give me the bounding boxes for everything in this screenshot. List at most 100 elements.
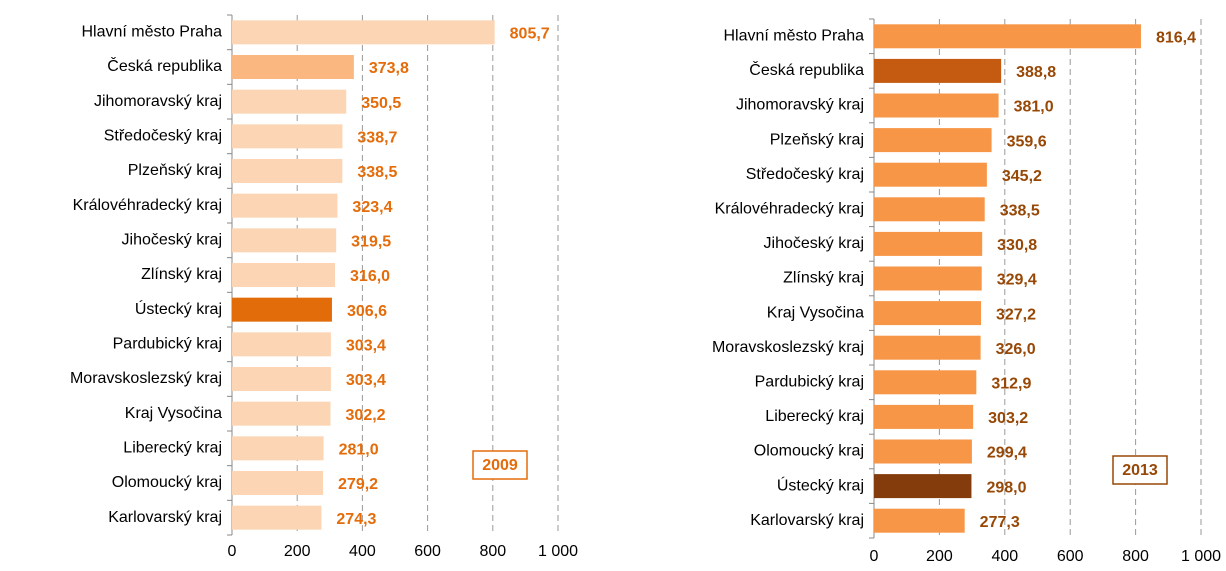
bar — [232, 20, 495, 45]
category-label: Hlavní město Praha — [81, 24, 222, 41]
value-label: 277,3 — [980, 514, 1020, 531]
value-label: 316,0 — [350, 268, 390, 285]
x-tick-label: 0 — [870, 548, 879, 565]
value-label: 326,0 — [996, 341, 1036, 358]
bar — [874, 266, 982, 291]
category-label: Středočeský kraj — [746, 166, 864, 183]
bar — [232, 401, 331, 426]
value-label: 327,2 — [996, 306, 1036, 323]
value-label: 330,8 — [997, 237, 1037, 254]
value-label: 359,6 — [1007, 133, 1047, 150]
bar — [232, 367, 331, 391]
category-label: Ústecký kraj — [777, 475, 864, 494]
category-label: Královéhradecký kraj — [715, 201, 864, 218]
value-label: 323,4 — [352, 199, 392, 216]
bar — [232, 263, 336, 287]
annotation-box — [472, 450, 528, 480]
value-label: 381,0 — [1014, 99, 1054, 116]
bar — [232, 124, 343, 149]
bar — [874, 439, 972, 464]
category-label: Moravskoslezský kraj — [712, 339, 864, 356]
value-label: 338,7 — [357, 130, 397, 147]
value-label: 329,4 — [997, 272, 1037, 289]
category-label: Pardubický kraj — [113, 336, 222, 353]
value-label: 805,7 — [510, 26, 550, 43]
bar — [232, 297, 332, 322]
value-label: 345,2 — [1002, 168, 1042, 185]
category-label: Jihomoravský kraj — [736, 97, 864, 114]
annotation: 2013 — [1122, 462, 1158, 479]
category-label: Olomoucký kraj — [112, 474, 222, 491]
category-label: Česká republika — [749, 60, 864, 79]
bar — [232, 228, 337, 253]
value-label: 298,0 — [986, 479, 1026, 496]
x-tick-label: 400 — [991, 548, 1018, 565]
category-label: Ústecký kraj — [135, 299, 222, 318]
bar — [874, 404, 974, 429]
bar — [232, 505, 322, 530]
bar — [874, 58, 1002, 83]
category-label: Zlínský kraj — [141, 266, 222, 283]
category-label: Plzeňský kraj — [770, 131, 864, 148]
bar — [232, 193, 338, 218]
bar — [232, 159, 343, 183]
x-tick-label: 1 000 — [1181, 548, 1221, 565]
value-label: 274,3 — [336, 511, 376, 528]
category-label: Pardubický kraj — [755, 374, 864, 391]
category-label: Kraj Vysočina — [125, 405, 222, 422]
category-label: Moravskoslezský kraj — [70, 370, 222, 387]
value-label: 279,2 — [338, 476, 378, 493]
value-label: 816,4 — [1156, 30, 1196, 47]
bar — [874, 24, 1141, 49]
bar — [874, 197, 985, 222]
bar — [874, 370, 977, 395]
value-label: 302,2 — [346, 407, 386, 424]
value-label: 306,6 — [347, 303, 387, 320]
x-tick-label: 200 — [926, 548, 953, 565]
x-tick-label: 400 — [349, 543, 376, 560]
bar — [874, 93, 999, 118]
x-tick-label: 200 — [284, 543, 311, 560]
bar — [232, 332, 331, 357]
category-label: Hlavní město Praha — [723, 28, 864, 45]
bar — [874, 162, 987, 187]
x-tick-label: 600 — [1057, 548, 1084, 565]
x-tick-label: 800 — [479, 543, 506, 560]
bar — [232, 436, 324, 461]
category-label: Zlínský kraj — [783, 270, 864, 287]
category-label: Kraj Vysočina — [767, 304, 864, 321]
value-label: 281,0 — [339, 442, 379, 459]
category-label: Jihomoravský kraj — [94, 93, 222, 110]
bar — [874, 231, 983, 256]
category-label: Středočeský kraj — [104, 128, 222, 145]
x-tick-label: 1 000 — [538, 543, 578, 560]
value-label: 338,5 — [357, 164, 397, 181]
category-label: Karlovarský kraj — [750, 512, 864, 529]
category-label: Jihočeský kraj — [122, 232, 222, 249]
bar — [874, 335, 981, 360]
bar — [874, 508, 965, 533]
bar — [874, 128, 992, 153]
value-label: 319,5 — [351, 234, 391, 251]
value-label: 373,8 — [369, 60, 409, 77]
value-label: 338,5 — [1000, 203, 1040, 220]
value-label: 303,2 — [988, 410, 1028, 427]
value-label: 350,5 — [361, 95, 401, 112]
category-label: Karlovarský kraj — [108, 509, 222, 526]
annotation: 2009 — [482, 457, 518, 474]
bar — [874, 474, 972, 499]
x-tick-label: 0 — [228, 543, 237, 560]
x-tick-label: 600 — [414, 543, 441, 560]
value-label: 303,4 — [346, 372, 386, 389]
bar — [232, 89, 347, 114]
x-tick-label: 800 — [1122, 548, 1149, 565]
category-label: Liberecký kraj — [123, 440, 222, 457]
category-label: Olomoucký kraj — [754, 443, 864, 460]
category-label: Česká republika — [107, 56, 222, 75]
category-label: Liberecký kraj — [765, 408, 864, 425]
value-label: 299,4 — [987, 445, 1027, 462]
category-label: Plzeňský kraj — [128, 162, 222, 179]
value-label: 388,8 — [1016, 64, 1056, 81]
bar — [232, 471, 324, 495]
